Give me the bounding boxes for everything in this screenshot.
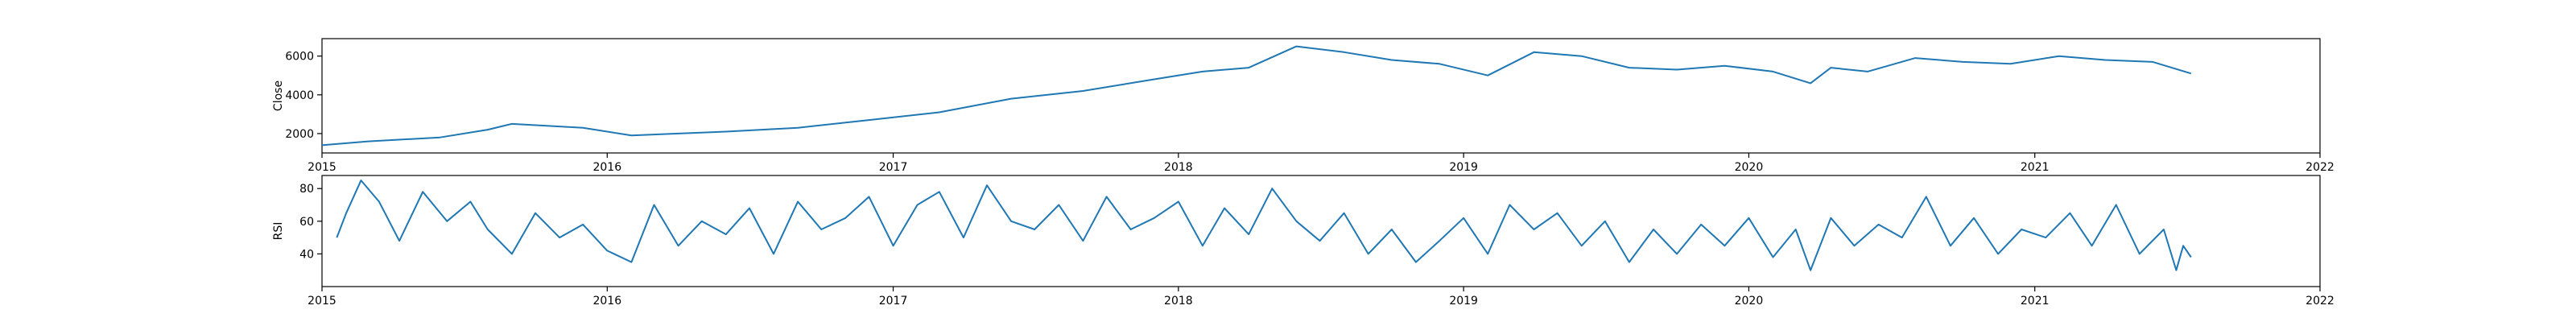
rsi-x-tick-label: 2020: [1735, 295, 1764, 308]
close-x-tick-label: 2016: [592, 161, 621, 174]
rsi-y-axis-label: RSI: [272, 222, 285, 241]
rsi-y-tick-label: 80: [299, 183, 314, 196]
rsi-x-tick-label: 2015: [308, 295, 336, 308]
close-y-axis-label: Close: [272, 80, 285, 111]
rsi-x-tick-label: 2016: [592, 295, 621, 308]
rsi-plot-frame: [321, 175, 2321, 287]
rsi-x-tick-label: 2019: [1449, 295, 1478, 308]
close-y-tick-label: 6000: [285, 51, 314, 64]
rsi-panel: 2015 2016 2017 2018 2019 2020 2021 2022 40 60 80 RS…: [272, 175, 2334, 308]
rsi-x-tick-label: 2021: [2021, 295, 2050, 308]
rsi-x-tick-label: 2017: [879, 295, 908, 308]
rsi-x-tick-label: 2022: [2306, 295, 2334, 308]
close-x-tick-label: 2020: [1735, 161, 1764, 174]
close-x-tick-label: 2022: [2306, 161, 2334, 174]
close-x-tick-label: 2021: [2021, 161, 2050, 174]
close-plot-frame: [321, 38, 2321, 154]
rsi-series-line: [336, 180, 2192, 271]
rsi-y-tick-label: 60: [299, 216, 314, 229]
close-x-tick-label: 2017: [879, 161, 908, 174]
close-y-tick-label: 2000: [285, 128, 314, 141]
close-x-tick-label: 2018: [1164, 161, 1193, 174]
rsi-x-tick-label: 2018: [1164, 295, 1193, 308]
close-x-tick-label: 2019: [1449, 161, 1478, 174]
close-series-line: [321, 45, 2192, 147]
close-y-tick-label: 4000: [285, 89, 314, 102]
rsi-y-tick-label: 40: [299, 248, 314, 261]
close-x-tick-label: 2015: [308, 161, 336, 174]
close-price-panel: 2015 2016 2017 2018 2019 2020 2021 2022 2000 4000…: [272, 38, 2334, 174]
